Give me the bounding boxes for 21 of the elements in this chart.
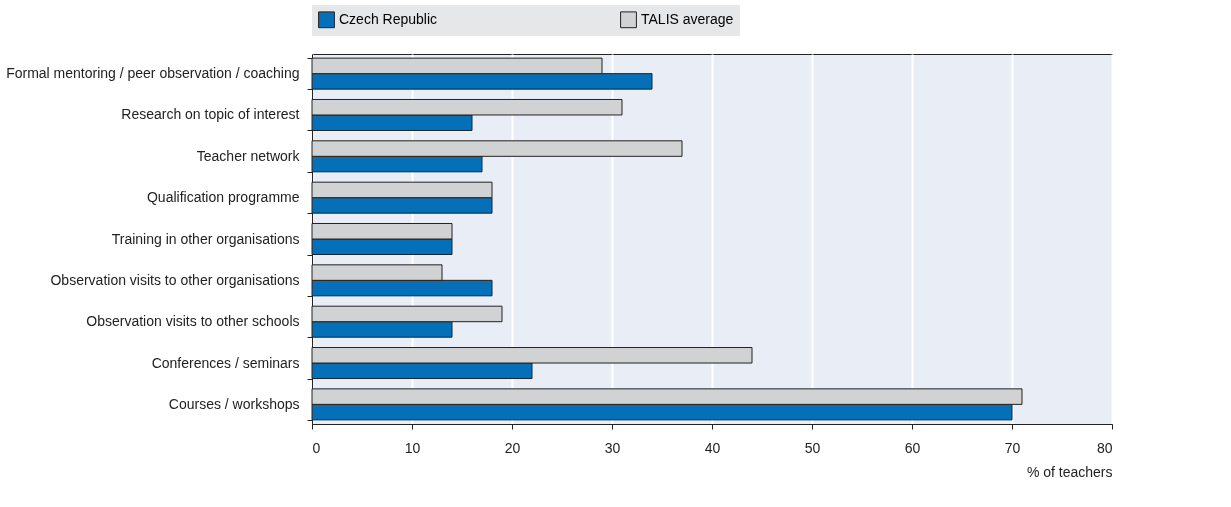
x-tick-label: 30: [604, 439, 621, 456]
y-tick-label: Conferences / seminars: [151, 354, 300, 371]
y-tick-label: Courses / workshops: [168, 395, 300, 412]
legend-label: Czech Republic: [339, 10, 438, 27]
x-tick-label: 40: [704, 439, 721, 456]
y-tick-label: Formal mentoring / peer observation / coaching: [6, 65, 300, 82]
x-tick-label: 60: [904, 439, 921, 456]
y-tick-label: Observation visits to other organisations: [50, 271, 300, 288]
y-tick-label: Training in other organisations: [111, 230, 300, 247]
y-tick-label: Research on topic of interest: [121, 106, 300, 123]
x-tick-label: 50: [804, 439, 821, 456]
x-tick-label: 20: [504, 439, 521, 456]
x-tick-label: 70: [1004, 439, 1021, 456]
x-tick-label: 0: [312, 439, 321, 456]
x-tick-label: 10: [404, 439, 421, 456]
legend-label: TALIS average: [641, 10, 734, 27]
y-tick-label: Qualification programme: [146, 189, 300, 206]
x-tick-label: 80: [1096, 439, 1113, 456]
y-tick-label: Teacher network: [196, 147, 301, 164]
y-tick-label: Observation visits to other schools: [86, 313, 300, 330]
x-axis-title: % of teachers: [1026, 463, 1113, 480]
